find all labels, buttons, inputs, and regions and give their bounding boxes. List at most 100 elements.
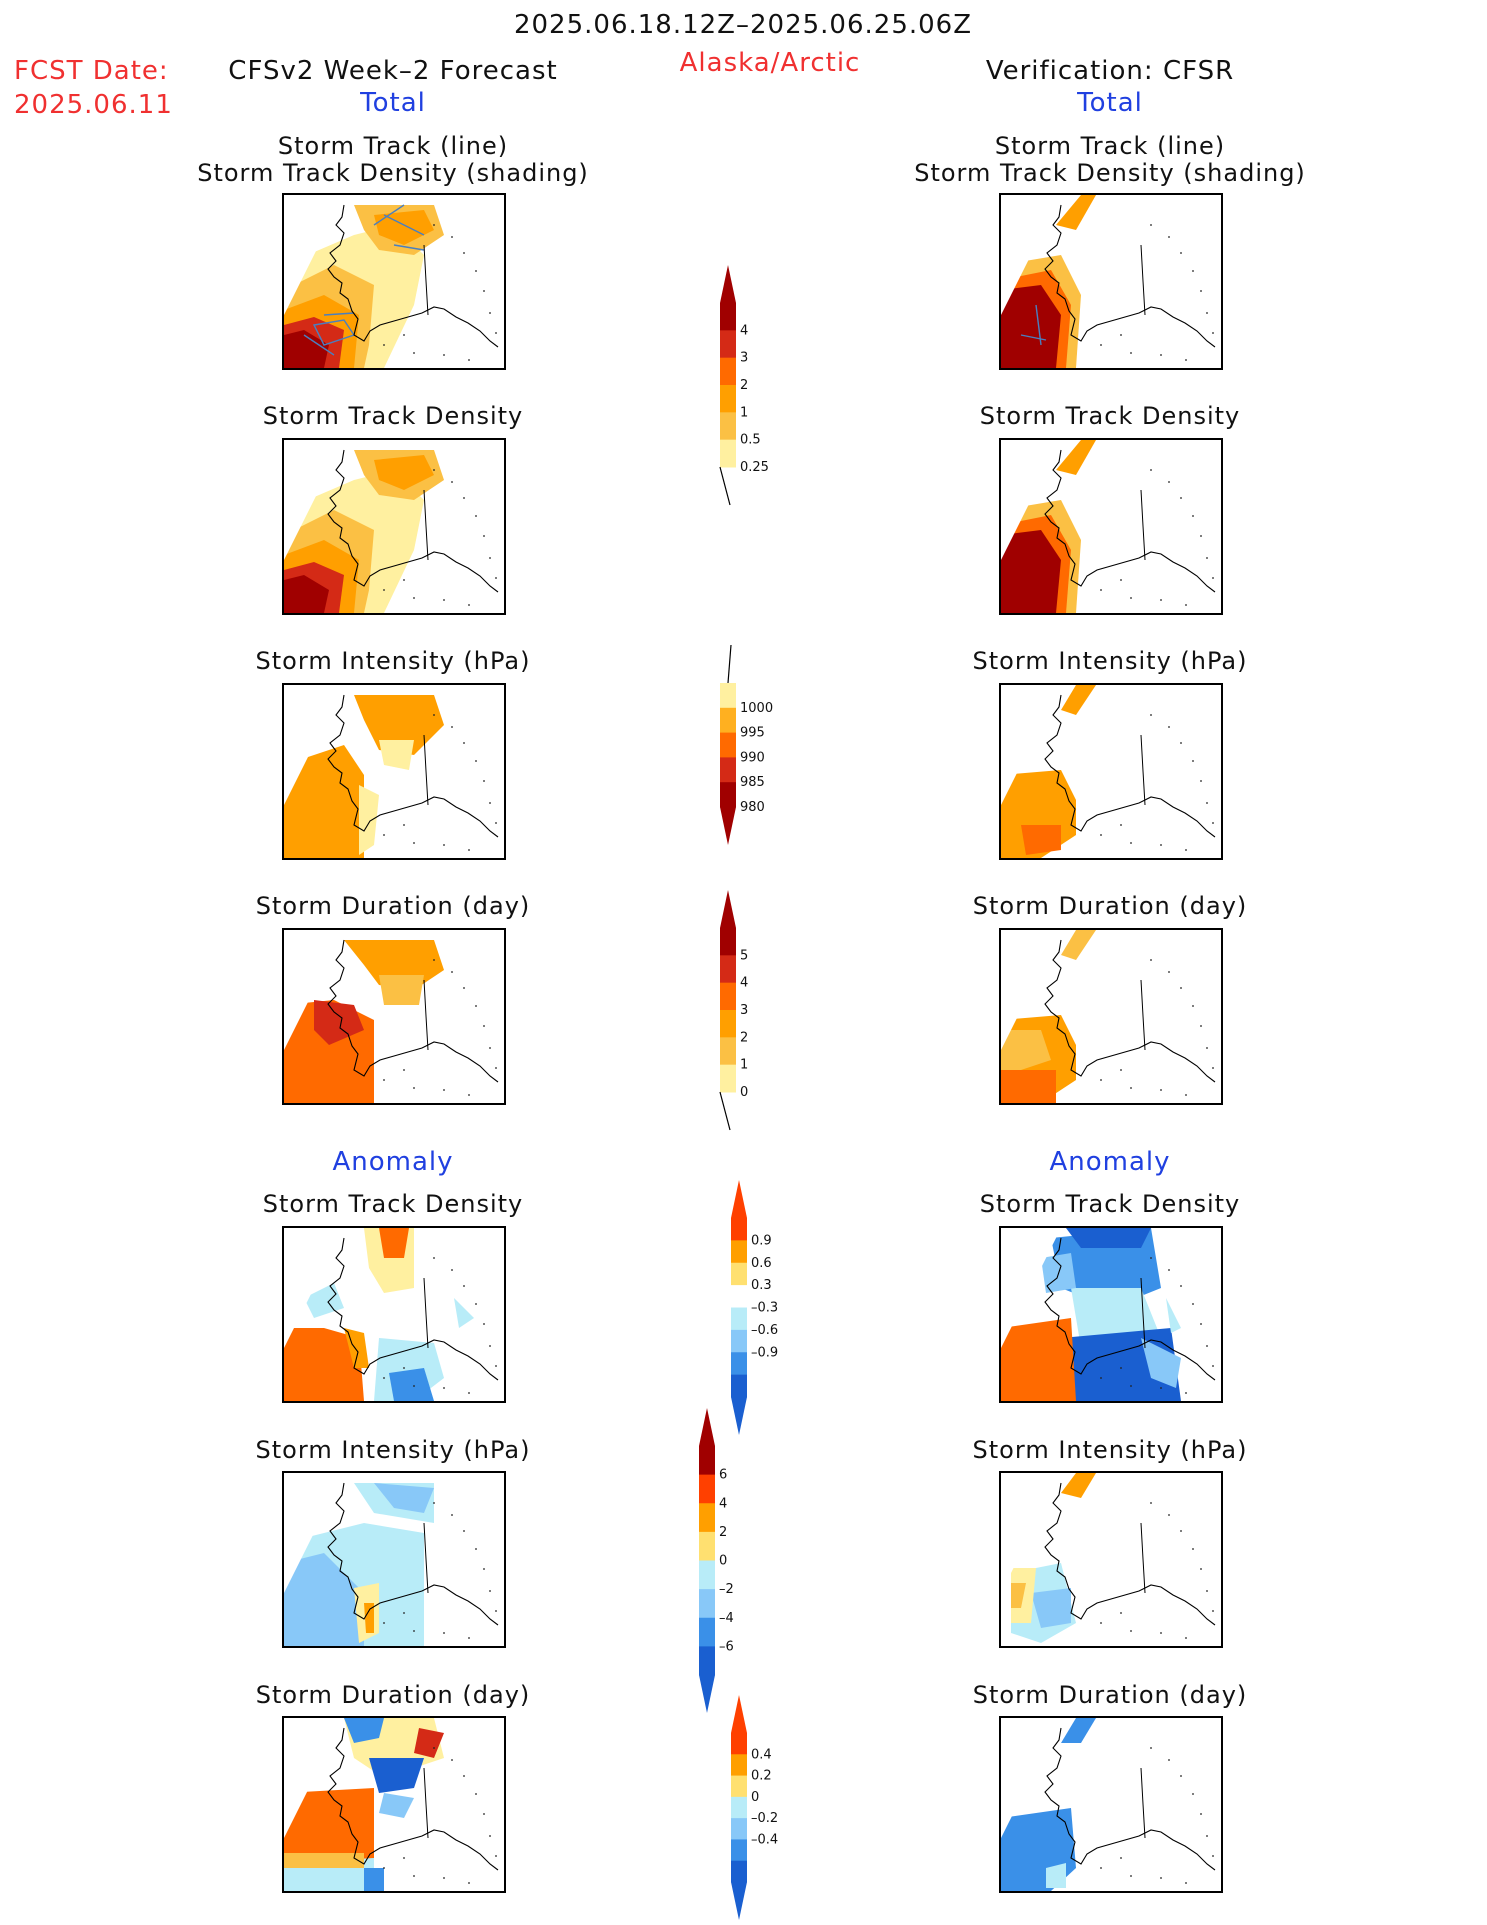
grid-point <box>1185 1392 1187 1394</box>
colorbar-tick-label: 2 <box>740 1030 748 1045</box>
colorbar-tick-label: 0.9 <box>751 1233 772 1248</box>
colorbar-swatch <box>699 1646 715 1676</box>
colorbar-swatch <box>699 1589 715 1619</box>
grid-point <box>413 1087 415 1089</box>
border-line <box>1140 734 1146 806</box>
grid-point <box>1168 1759 1170 1761</box>
grid-point <box>1120 1069 1122 1071</box>
colorbar-tick-label: 995 <box>740 726 765 741</box>
projection-edge <box>1001 1718 1061 1838</box>
panel-title-intensity-right: Storm Intensity (hPa) <box>972 647 1248 675</box>
colorbar-tick-label: –4 <box>719 1611 734 1626</box>
grid-point <box>463 252 465 254</box>
map-canvas <box>284 1473 504 1646</box>
grid-point <box>1150 1257 1152 1259</box>
border-line <box>423 979 429 1051</box>
coastline <box>1044 449 1216 593</box>
shading-region <box>1056 440 1096 475</box>
colorbar-tail-bottom <box>719 1091 731 1131</box>
date-range-title: 2025.06.18.12Z–2025.06.25.06Z <box>513 10 973 40</box>
shading-region <box>454 1298 474 1328</box>
colorbar-swatch <box>731 1218 747 1241</box>
border-line <box>423 489 429 561</box>
map-density-forecast <box>282 438 506 615</box>
colorbar-swatch <box>731 1374 747 1398</box>
grid-point <box>403 1367 405 1369</box>
grid-point <box>1100 1867 1102 1869</box>
shading-region <box>1061 930 1096 960</box>
grid-point <box>1168 726 1170 728</box>
colorbar-tick-label: –0.3 <box>751 1301 778 1316</box>
grid-point <box>1120 1367 1122 1369</box>
map-intensity-forecast <box>282 683 506 860</box>
map-duration-anomaly-verification <box>999 1716 1223 1893</box>
map-canvas <box>1001 685 1221 858</box>
grid-point <box>1168 1514 1170 1516</box>
colorbar-tick-label: 3 <box>740 351 748 366</box>
grid-point <box>489 802 491 804</box>
shading-region <box>1166 1298 1181 1333</box>
grid-point <box>1160 1632 1162 1634</box>
grid-point <box>1150 959 1152 961</box>
colorbar-tick-label: 0 <box>719 1554 727 1569</box>
panel-title-density-anom-left: Storm Track Density <box>262 1190 524 1218</box>
grid-point <box>483 290 485 292</box>
colorbar-swatch <box>720 732 736 758</box>
shading-region <box>379 740 414 770</box>
grid-point <box>403 1612 405 1614</box>
shading-region <box>284 745 364 858</box>
grid-point <box>383 1867 385 1869</box>
grid-point <box>383 1377 385 1379</box>
coastline <box>1044 1237 1216 1381</box>
colorbar-swatch <box>731 1818 747 1840</box>
grid-point <box>443 1877 445 1879</box>
grid-point <box>468 849 470 851</box>
grid-point <box>1160 599 1162 601</box>
colorbar-tick-label: 6 <box>719 1468 727 1483</box>
colorbar-arrow-bottom <box>699 1675 715 1713</box>
colorbar-tail-top <box>727 644 732 684</box>
grid-point <box>1212 332 1214 334</box>
grid-point <box>463 987 465 989</box>
shading-region <box>314 1000 364 1045</box>
colorbar-tail-bottom <box>719 466 731 506</box>
storm-track-line <box>1020 304 1047 346</box>
colorbar-swatch <box>731 1262 747 1286</box>
grid-point <box>495 1610 497 1612</box>
grid-point <box>489 1047 491 1049</box>
map-canvas <box>284 1228 504 1401</box>
map-canvas <box>284 685 504 858</box>
grid-point <box>495 1855 497 1857</box>
grid-point <box>1120 334 1122 336</box>
map-duration-anomaly-forecast <box>282 1716 506 1893</box>
shading-region <box>364 1603 374 1633</box>
map-density-verification <box>999 438 1223 615</box>
panel-title-duration-anom-right: Storm Duration (day) <box>972 1681 1248 1709</box>
grid-point <box>1130 1875 1132 1877</box>
map-canvas <box>1001 930 1221 1103</box>
projection-edge <box>1001 1228 1061 1348</box>
colorbar-swatch <box>720 1010 736 1038</box>
grid-point <box>1206 1047 1208 1049</box>
colorbar-swatch <box>720 1064 736 1093</box>
grid-point <box>1100 1377 1102 1379</box>
shading-region <box>374 455 434 490</box>
border-line <box>423 1522 429 1594</box>
coastline <box>327 1237 499 1381</box>
colorbar-swatch <box>699 1531 715 1561</box>
colorbar-swatch <box>720 412 736 441</box>
grid-point <box>489 557 491 559</box>
colorbar-swatch <box>699 1560 715 1590</box>
grid-point <box>468 359 470 361</box>
shading-region <box>1141 1338 1181 1388</box>
border-line <box>1140 1767 1146 1839</box>
shading-region <box>1021 825 1061 855</box>
grid-point <box>1185 359 1187 361</box>
grid-point <box>443 1632 445 1634</box>
shading-region <box>1001 1318 1076 1401</box>
grid-point <box>383 589 385 591</box>
grid-point <box>383 344 385 346</box>
track-title-shading: Storm Track Density (shading) <box>197 159 589 187</box>
grid-point <box>1206 1345 1208 1347</box>
map-canvas <box>284 1718 504 1891</box>
